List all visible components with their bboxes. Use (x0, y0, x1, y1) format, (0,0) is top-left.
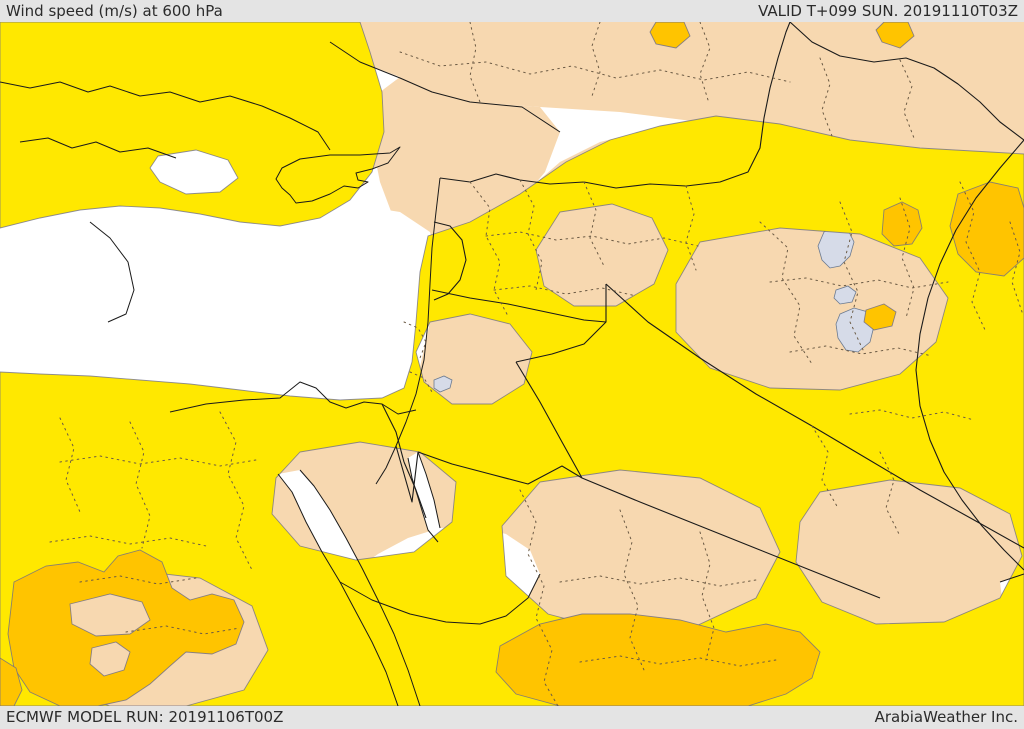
provider-label: ArabiaWeather Inc. (874, 708, 1018, 726)
footer-bar: ECMWF MODEL RUN: 20191106T00Z ArabiaWeat… (0, 706, 1024, 729)
map-canvas[interactable] (0, 22, 1024, 706)
header-bar: Wind speed (m/s) at 600 hPa VALID T+099 … (0, 0, 1024, 22)
wind-band-yellow (0, 22, 1024, 706)
dead-sea-shape (433, 375, 453, 393)
wind-band-orange (0, 22, 1024, 706)
coastline-layer (0, 41, 1024, 706)
international-borders-layer (381, 22, 1024, 599)
map-title: Wind speed (m/s) at 600 hPa (6, 1, 223, 20)
wind-speed-map[interactable] (0, 22, 1024, 706)
lake-small-shape (833, 285, 857, 305)
admin-boundaries-layer (49, 22, 1023, 706)
model-run-label: ECMWF MODEL RUN: 20191106T00Z (6, 708, 284, 726)
valid-time-label: VALID T+099 SUN. 20191110T03Z (758, 1, 1018, 20)
